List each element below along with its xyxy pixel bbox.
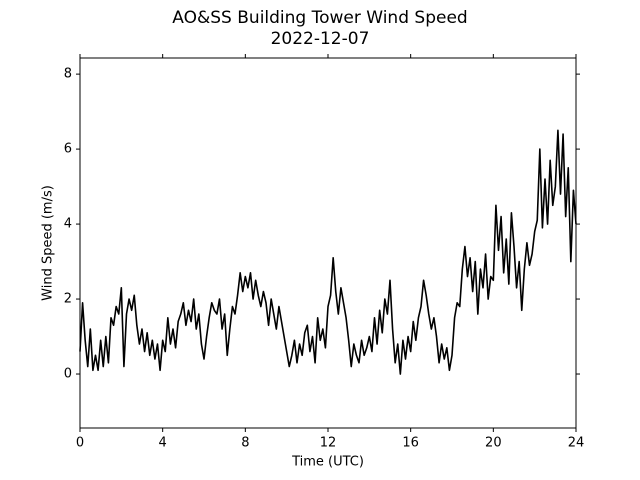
y-tick-label: 6 <box>64 142 72 157</box>
x-tick-label: 20 <box>485 436 502 451</box>
x-tick-label: 12 <box>320 436 337 451</box>
x-tick-label: 16 <box>402 436 419 451</box>
chart-subtitle: 2022-12-07 <box>271 29 370 49</box>
x-tick-label: 4 <box>159 436 167 451</box>
chart-title: AO&SS Building Tower Wind Speed <box>172 8 467 28</box>
x-tick-label: 24 <box>568 436 585 451</box>
line <box>79 129 577 375</box>
y-tick-label: 0 <box>64 367 72 382</box>
y-tick-label: 2 <box>64 292 72 307</box>
x-axis-label: Time (UTC) <box>291 455 364 470</box>
y-tick-label: 8 <box>64 67 72 82</box>
x-tick-label: 0 <box>76 436 84 451</box>
y-axis-label: Wind Speed (m/s) <box>41 185 56 301</box>
x-tick-label: 8 <box>241 436 249 451</box>
y-tick-label: 4 <box>64 217 72 232</box>
plot-frame <box>79 57 577 429</box>
